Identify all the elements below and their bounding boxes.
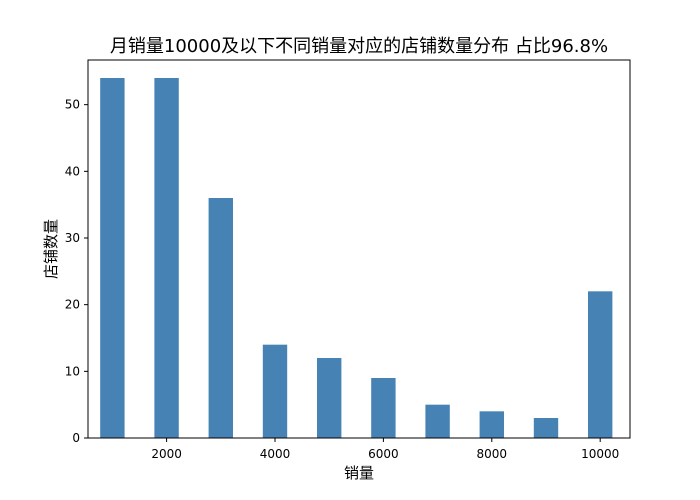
- bar-5000: [317, 358, 342, 438]
- bar-7000: [425, 404, 450, 438]
- bar-10000: [588, 291, 613, 438]
- bar-3000: [208, 198, 233, 438]
- chart-title: 月销量10000及以下不同销量对应的店铺数量分布 占比96.8%: [110, 36, 608, 57]
- x-tick-label: 10000: [581, 447, 619, 461]
- x-tick-label: 2000: [151, 447, 182, 461]
- bar-6000: [371, 378, 396, 438]
- x-tick-label: 4000: [260, 447, 291, 461]
- plot-frame: [87, 59, 631, 439]
- y-tick-label: 50: [65, 98, 80, 112]
- bar-9000: [533, 418, 559, 438]
- y-tick-label: 20: [65, 298, 80, 312]
- bar-1000: [100, 78, 125, 438]
- x-axis: 2000 4000 6000 8000 10000: [151, 438, 619, 461]
- bars: [100, 78, 613, 438]
- x-tick-label: 6000: [368, 447, 399, 461]
- x-axis-label: 销量: [344, 464, 374, 482]
- bar-2000: [154, 78, 179, 438]
- y-axis: 0 10 20 30 40 50: [65, 98, 88, 445]
- y-tick-label: 10: [65, 364, 80, 378]
- y-axis-label: 店铺数量: [42, 219, 60, 279]
- x-tick-label: 8000: [477, 447, 508, 461]
- bar-4000: [262, 344, 288, 438]
- y-tick-label: 30: [65, 231, 80, 245]
- y-tick-label: 0: [72, 431, 80, 445]
- y-tick-label: 40: [65, 164, 80, 178]
- bar-8000: [479, 411, 504, 438]
